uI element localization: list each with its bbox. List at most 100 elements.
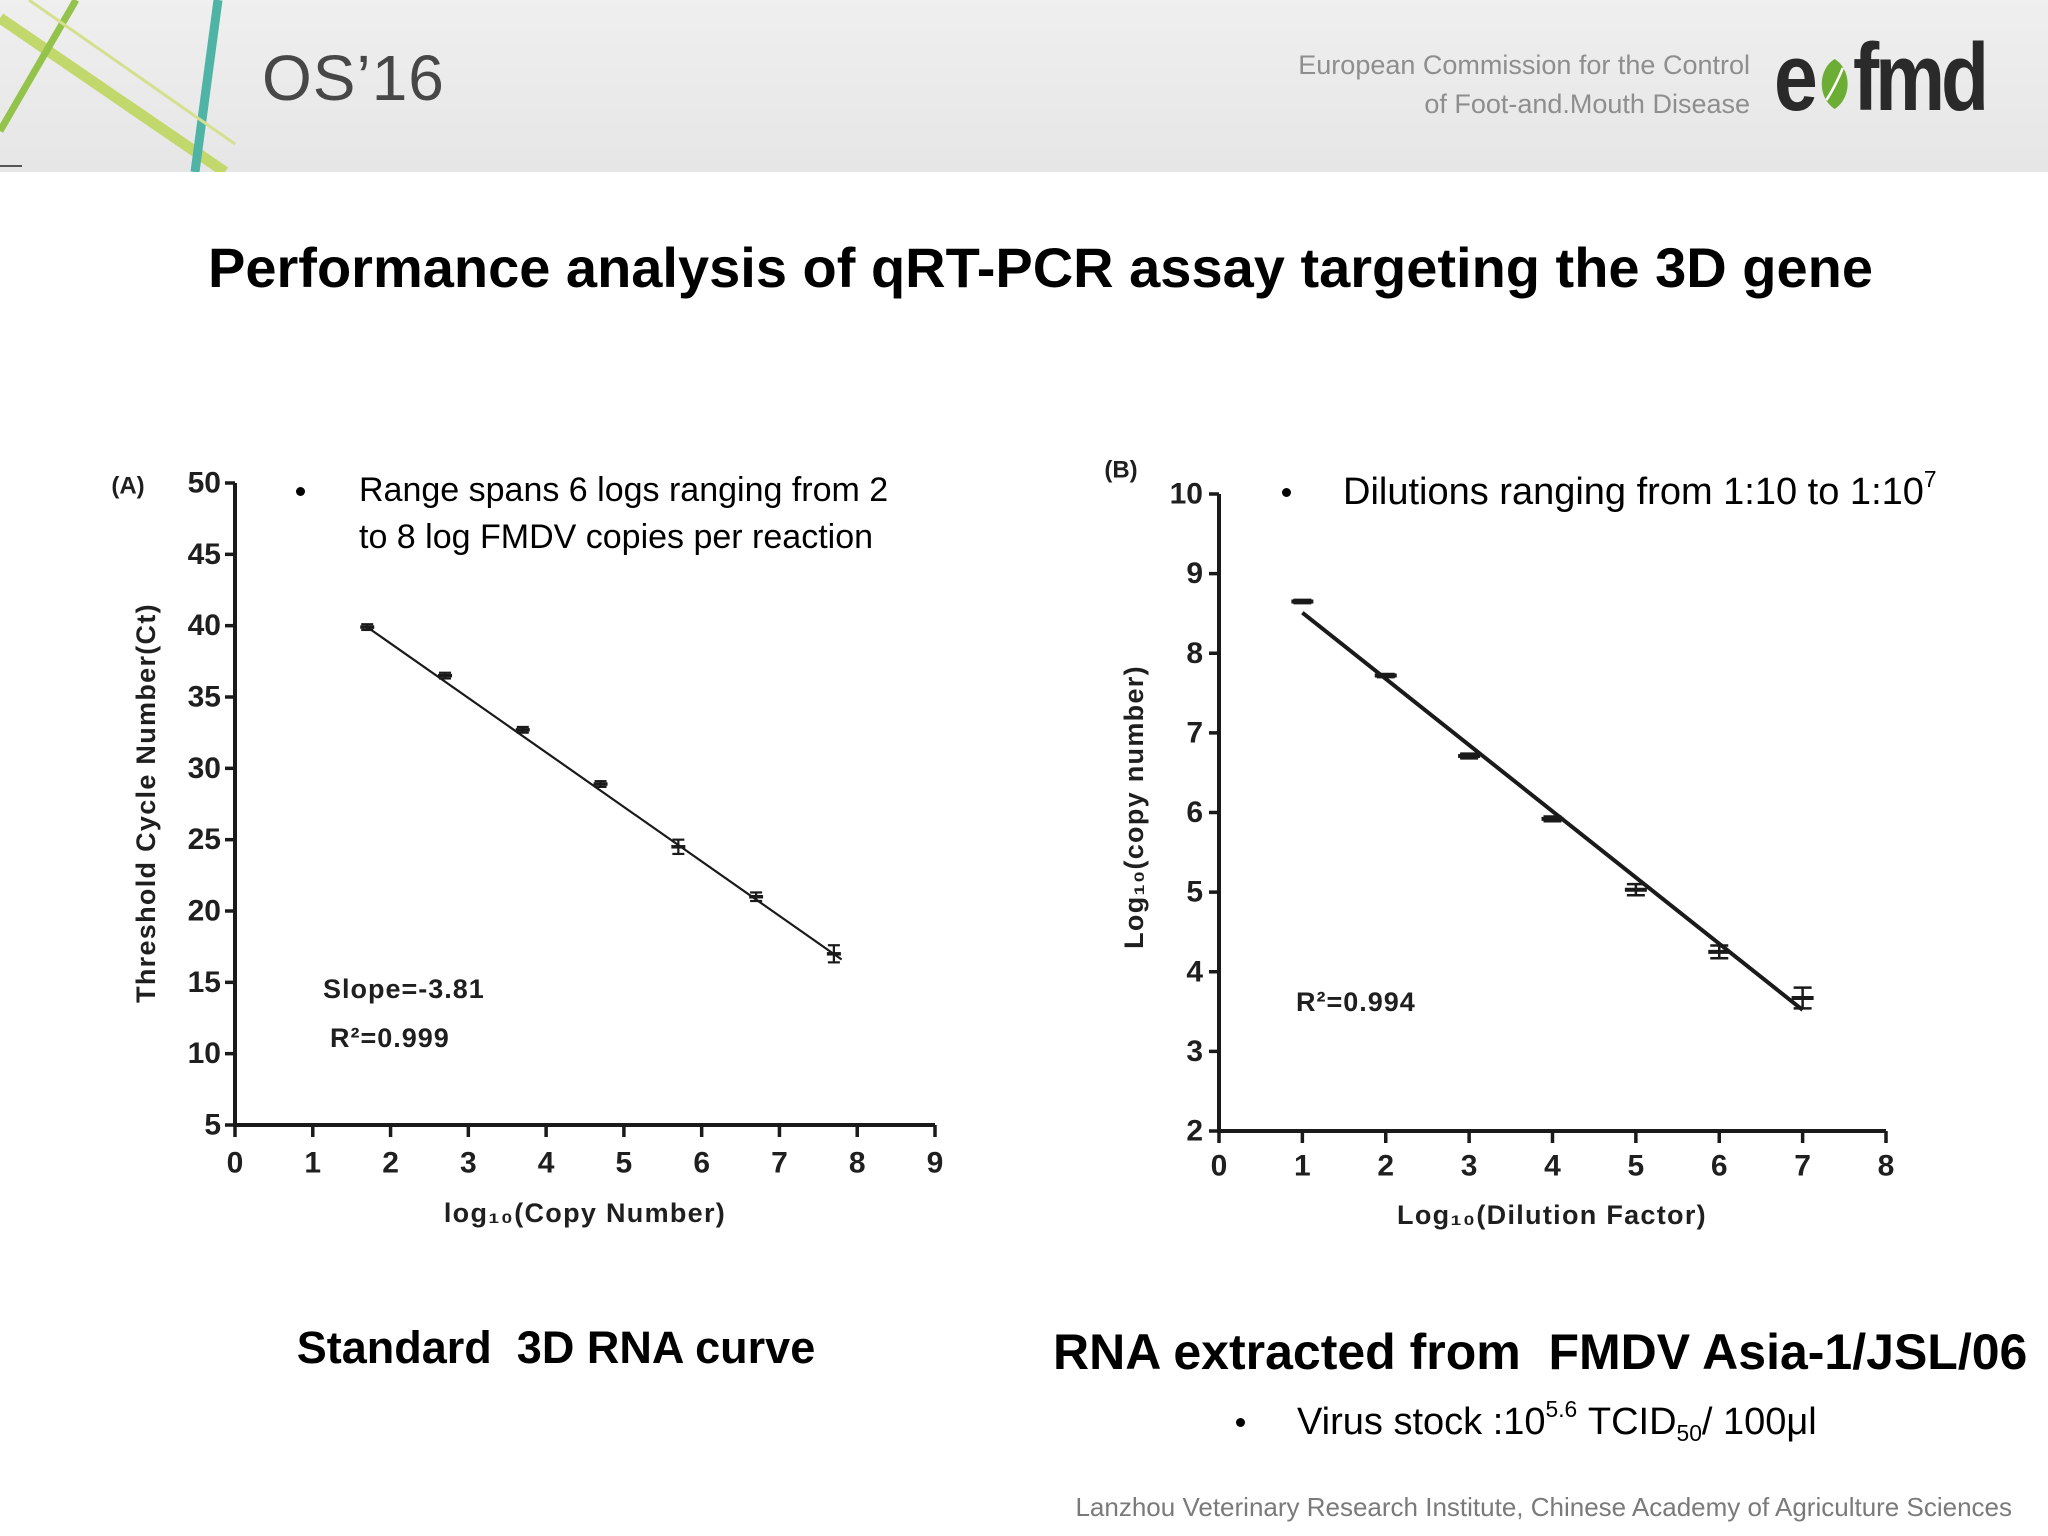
bullet-range-text: Range spans 6 logs ranging from 2 to 8 l… xyxy=(359,467,888,561)
organization-line-2: of Foot-and.Mouth Disease xyxy=(1424,89,1750,119)
decoration-stripe xyxy=(28,0,236,146)
event-name: OS’16 xyxy=(262,42,445,114)
y-tick-label: 5 xyxy=(1186,876,1203,909)
y-tick-label: 20 xyxy=(188,895,221,928)
regression-line xyxy=(1301,611,1804,1012)
x-tick-label: 7 xyxy=(771,1147,788,1180)
data-point xyxy=(1374,672,1397,679)
y-tick-label: 6 xyxy=(1186,796,1203,829)
bullet-icon xyxy=(1236,1418,1245,1427)
virus-stock-unit: TCID xyxy=(1587,1401,1677,1443)
logo-letter-e: e xyxy=(1774,24,1818,131)
data-point xyxy=(1541,815,1564,823)
organization-name: European Commission for the Control of F… xyxy=(1298,46,1750,124)
data-point xyxy=(515,725,530,734)
bullet-range-line-2: to 8 log FMDV copies per reaction xyxy=(359,518,874,556)
x-tick-label: 0 xyxy=(1211,1150,1228,1183)
y-tick-label: 2 xyxy=(1186,1115,1203,1148)
x-tick-label: 6 xyxy=(693,1147,710,1180)
y-tick-label: 45 xyxy=(188,538,221,571)
data-point xyxy=(360,623,375,632)
bullet-dilutions-main: Dilutions ranging from 1:10 to 1:10 xyxy=(1343,471,1924,513)
slope-annotation: Slope=-3.81 xyxy=(323,974,485,1004)
caption-rna-extracted: RNA extracted from FMDV Asia-1/JSL/06 xyxy=(1053,1324,2028,1380)
footer-institution: Lanzhou Veterinary Research Institute, C… xyxy=(1075,1492,2012,1522)
virus-stock-exponent: 5.6 xyxy=(1545,1395,1578,1422)
x-tick-label: 1 xyxy=(304,1147,321,1180)
panel-label-b: (B) xyxy=(1104,457,1137,484)
bullet-dilutions-text: Dilutions ranging from 1:10 to 1:107 xyxy=(1343,468,1937,514)
header-decoration xyxy=(0,0,236,172)
x-axis-label: log₁₀(Copy Number) xyxy=(444,1198,726,1228)
header-bar: OS’16 European Commission for the Contro… xyxy=(0,0,2048,172)
x-axis-label: Log₁₀(Dilution Factor) xyxy=(1397,1200,1707,1230)
data-point xyxy=(438,671,452,680)
x-tick-label: 0 xyxy=(227,1147,244,1180)
logo-letters-fmd: fmd xyxy=(1853,24,1989,131)
y-tick-label: 35 xyxy=(188,681,221,714)
bullet-icon xyxy=(296,487,305,496)
bullet-dilutions-exponent: 7 xyxy=(1923,465,1937,492)
y-tick-label: 3 xyxy=(1186,1035,1203,1068)
data-point xyxy=(1708,944,1731,960)
organization-line-1: European Commission for the Control xyxy=(1298,50,1750,80)
chart-a: (A) Threshold Cycle Number(Ct) log₁₀(Cop… xyxy=(111,467,944,1229)
y-tick-label: 8 xyxy=(1186,637,1203,670)
y-tick-label: 5 xyxy=(204,1109,221,1142)
x-tick-label: 4 xyxy=(1544,1150,1561,1183)
virus-stock-text: Virus stock :10 xyxy=(1297,1401,1546,1443)
y-tick-label: 30 xyxy=(188,752,221,785)
y-axis-label: Log₁₀(copy number) xyxy=(1119,665,1149,949)
caption-standard-curve: Standard 3D RNA curve xyxy=(296,1322,816,1373)
r-squared-annotation: R²=0.999 xyxy=(330,1023,450,1053)
y-tick-label: 4 xyxy=(1186,955,1203,988)
x-tick-label: 3 xyxy=(460,1147,477,1180)
data-point xyxy=(749,891,764,903)
decoration-stripe xyxy=(0,0,80,133)
data-point xyxy=(1791,986,1814,1010)
decoration-mark xyxy=(0,165,22,167)
virus-stock-unit-subscript: 50 xyxy=(1676,1419,1702,1446)
y-tick-label: 10 xyxy=(188,1037,221,1070)
decoration-stripe xyxy=(0,13,229,172)
x-tick-label: 3 xyxy=(1461,1150,1478,1183)
y-tick-label: 25 xyxy=(188,823,221,856)
chart-b: (B) Log₁₀(copy number) Log₁₀(Dilution Fa… xyxy=(1104,457,1895,1231)
data-point xyxy=(671,838,686,856)
leaf-icon xyxy=(1822,59,1848,109)
x-tick-label: 2 xyxy=(1377,1150,1394,1183)
regression-line xyxy=(366,626,843,961)
eufmd-logo: e fmd xyxy=(1774,30,1989,126)
data-point xyxy=(1624,882,1647,897)
y-tick-label: 40 xyxy=(188,609,221,642)
data-point xyxy=(593,780,608,788)
x-tick-label: 1 xyxy=(1294,1150,1311,1183)
decoration-stripe xyxy=(190,0,223,172)
leaf-vein xyxy=(1825,67,1845,101)
x-tick-label: 5 xyxy=(1628,1150,1645,1183)
x-tick-label: 9 xyxy=(927,1147,944,1180)
data-point xyxy=(1291,598,1314,605)
panel-label-a: (A) xyxy=(111,473,144,500)
chart-b-plot: 2 3 4 5 6 7 8 9 10 0 1 2 3 4 5 6 7 8 xyxy=(1170,478,1895,1183)
y-tick-label: 15 xyxy=(188,966,221,999)
x-tick-label: 5 xyxy=(616,1147,633,1180)
slide-title: Performance analysis of qRT-PCR assay ta… xyxy=(208,236,1873,299)
virus-stock-note: Virus stock :105.6 TCID50/ 100μl xyxy=(1297,1398,1817,1446)
x-tick-label: 8 xyxy=(849,1147,866,1180)
x-tick-label: 2 xyxy=(382,1147,399,1180)
bullet-icon xyxy=(1282,488,1291,497)
x-tick-label: 8 xyxy=(1878,1150,1895,1183)
x-tick-label: 7 xyxy=(1794,1150,1811,1183)
bullet-range-line-1: Range spans 6 logs ranging from 2 xyxy=(359,471,889,509)
data-point xyxy=(826,944,841,964)
y-tick-label: 50 xyxy=(188,467,221,500)
virus-stock-volume: / 100μl xyxy=(1701,1401,1817,1443)
r-squared-annotation: R²=0.994 xyxy=(1296,987,1416,1017)
x-tick-label: 6 xyxy=(1711,1150,1728,1183)
data-point xyxy=(1458,752,1481,760)
y-axis-label: Threshold Cycle Number(Ct) xyxy=(131,603,161,1003)
y-tick-label: 7 xyxy=(1186,716,1203,749)
y-tick-label: 9 xyxy=(1186,557,1203,590)
